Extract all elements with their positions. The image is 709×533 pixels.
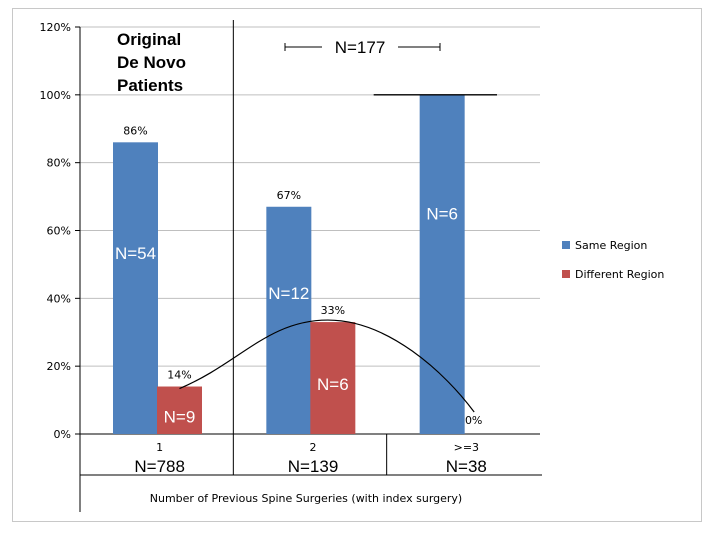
value-label: 86%: [123, 124, 147, 137]
title-line: Patients: [117, 76, 183, 95]
y-tick-label: 80%: [47, 157, 71, 170]
in-bar-label: N=54: [115, 244, 156, 263]
x-axis-title: Number of Previous Spine Surgeries (with…: [150, 492, 462, 505]
y-axis-ticks: 0% 20% 40% 60% 80% 100% 120%: [40, 21, 81, 441]
in-bar-label: N=12: [268, 284, 309, 303]
legend-swatch: [562, 241, 570, 249]
category-dividers: [79, 20, 542, 512]
y-tick-label: 100%: [40, 89, 71, 102]
legend-label: Different Region: [575, 268, 664, 281]
category-label: >=3: [454, 441, 479, 454]
n-177-bracket: N=177: [284, 38, 441, 57]
y-tick-label: 40%: [47, 292, 71, 305]
bars: [113, 94, 465, 435]
in-bar-labels: N=54 N=12 N=6 N=9 N=6: [115, 205, 458, 427]
in-bar-label: N=6: [317, 375, 349, 394]
value-label: 0%: [465, 414, 482, 427]
category-label: 2: [310, 441, 317, 454]
legend-label: Same Region: [575, 239, 647, 252]
y-tick-label: 120%: [40, 21, 71, 34]
category-count: N=788: [134, 457, 185, 476]
legend: Same Region Different Region: [562, 239, 664, 281]
y-tick-label: 20%: [47, 360, 71, 373]
value-labels: 86% 67% 14% 33% 0%: [123, 124, 482, 427]
y-tick-label: 60%: [47, 225, 71, 238]
category-count: N=38: [446, 457, 487, 476]
category-labels: 1 N=788 2 N=139 >=3 N=38: [134, 441, 487, 476]
bar-same-region: [419, 94, 465, 434]
category-label: 1: [156, 441, 163, 454]
title-line: Original: [117, 30, 181, 49]
in-bar-label: N=9: [164, 407, 196, 426]
value-label: 67%: [277, 189, 301, 202]
y-tick-label: 0%: [54, 428, 71, 441]
bar-different-region: [157, 386, 202, 434]
trend-curve: [179, 319, 475, 413]
bar-different-region: [310, 322, 356, 434]
bar-same-region: [113, 142, 158, 435]
category-count: N=139: [288, 457, 339, 476]
legend-swatch: [562, 270, 570, 278]
value-label: 14%: [167, 369, 191, 382]
bar-same-region: [266, 206, 312, 434]
in-bar-label: N=6: [426, 205, 458, 224]
bracket-label: N=177: [335, 38, 386, 57]
title-line: De Novo: [117, 53, 186, 72]
chart-title: Original De Novo Patients: [117, 30, 186, 95]
value-label: 33%: [321, 304, 345, 317]
